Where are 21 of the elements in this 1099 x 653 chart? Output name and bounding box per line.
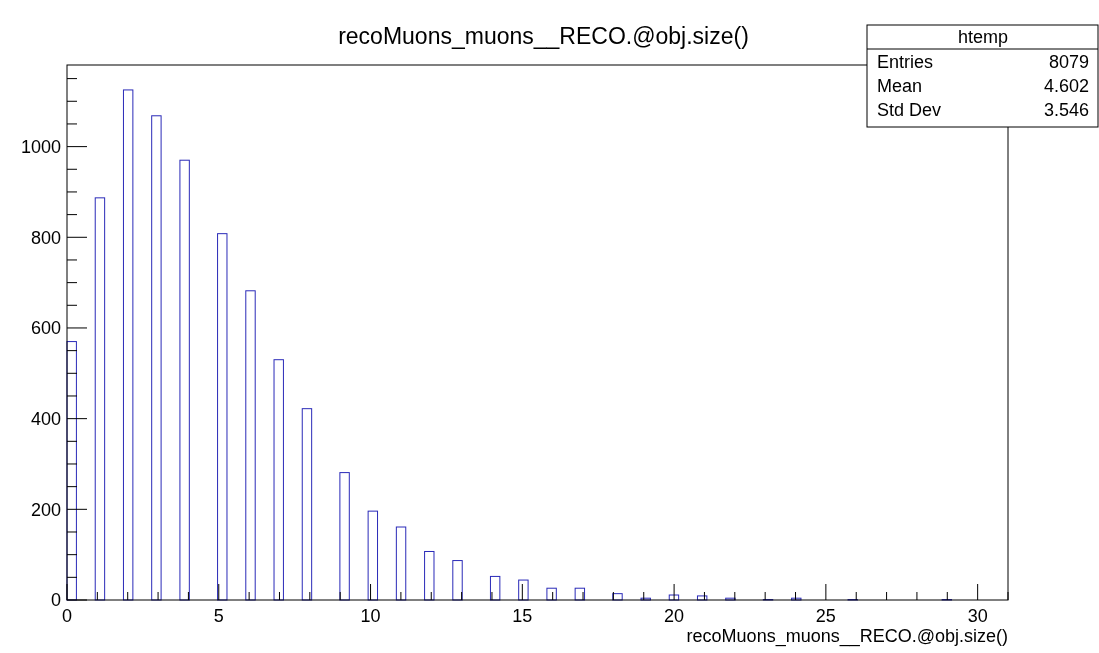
y-tick-label: 1000	[20, 136, 61, 157]
y-tick-label: 400	[30, 408, 61, 429]
x-tick-label: 10	[360, 606, 381, 626]
y-tick-label: 0	[50, 590, 61, 611]
annotation: Entries	[877, 52, 934, 72]
x-tick-label: 30	[967, 606, 988, 626]
annotation: Mean	[877, 76, 923, 96]
text: 4.602	[1043, 76, 1089, 96]
x-tick-label: 25	[815, 606, 836, 626]
x-tick-label: 15	[512, 606, 533, 626]
chart-title: recoMuons_muons__RECO.@obj.size()	[338, 23, 749, 49]
y-tick-label: 600	[30, 318, 61, 339]
x-tick-label: 5	[213, 606, 224, 626]
text: 3.546	[1043, 100, 1089, 120]
text: 8079	[1048, 52, 1089, 72]
x-axis-title: recoMuons_muons__RECO.@obj.size()	[686, 626, 1008, 647]
text: htemp	[957, 27, 1009, 47]
x-tick-label: 20	[664, 606, 685, 626]
annotation: Std Dev	[877, 100, 942, 120]
y-tick-label: 800	[30, 227, 61, 248]
y-tick-label: 200	[30, 499, 61, 520]
